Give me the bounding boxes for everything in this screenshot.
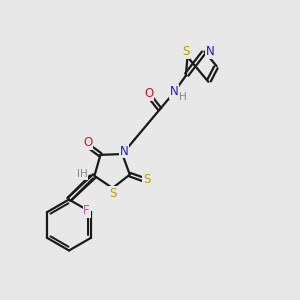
- Text: F: F: [83, 204, 90, 217]
- Text: N: N: [169, 85, 178, 98]
- Text: N: N: [206, 45, 214, 58]
- Text: O: O: [83, 136, 92, 149]
- Text: H: H: [77, 169, 85, 179]
- Text: N: N: [119, 145, 128, 158]
- Text: S: S: [109, 187, 116, 200]
- Text: S: S: [182, 45, 190, 58]
- Text: O: O: [144, 87, 153, 100]
- Text: H: H: [179, 92, 187, 102]
- Text: H: H: [80, 169, 88, 179]
- Text: S: S: [143, 172, 151, 186]
